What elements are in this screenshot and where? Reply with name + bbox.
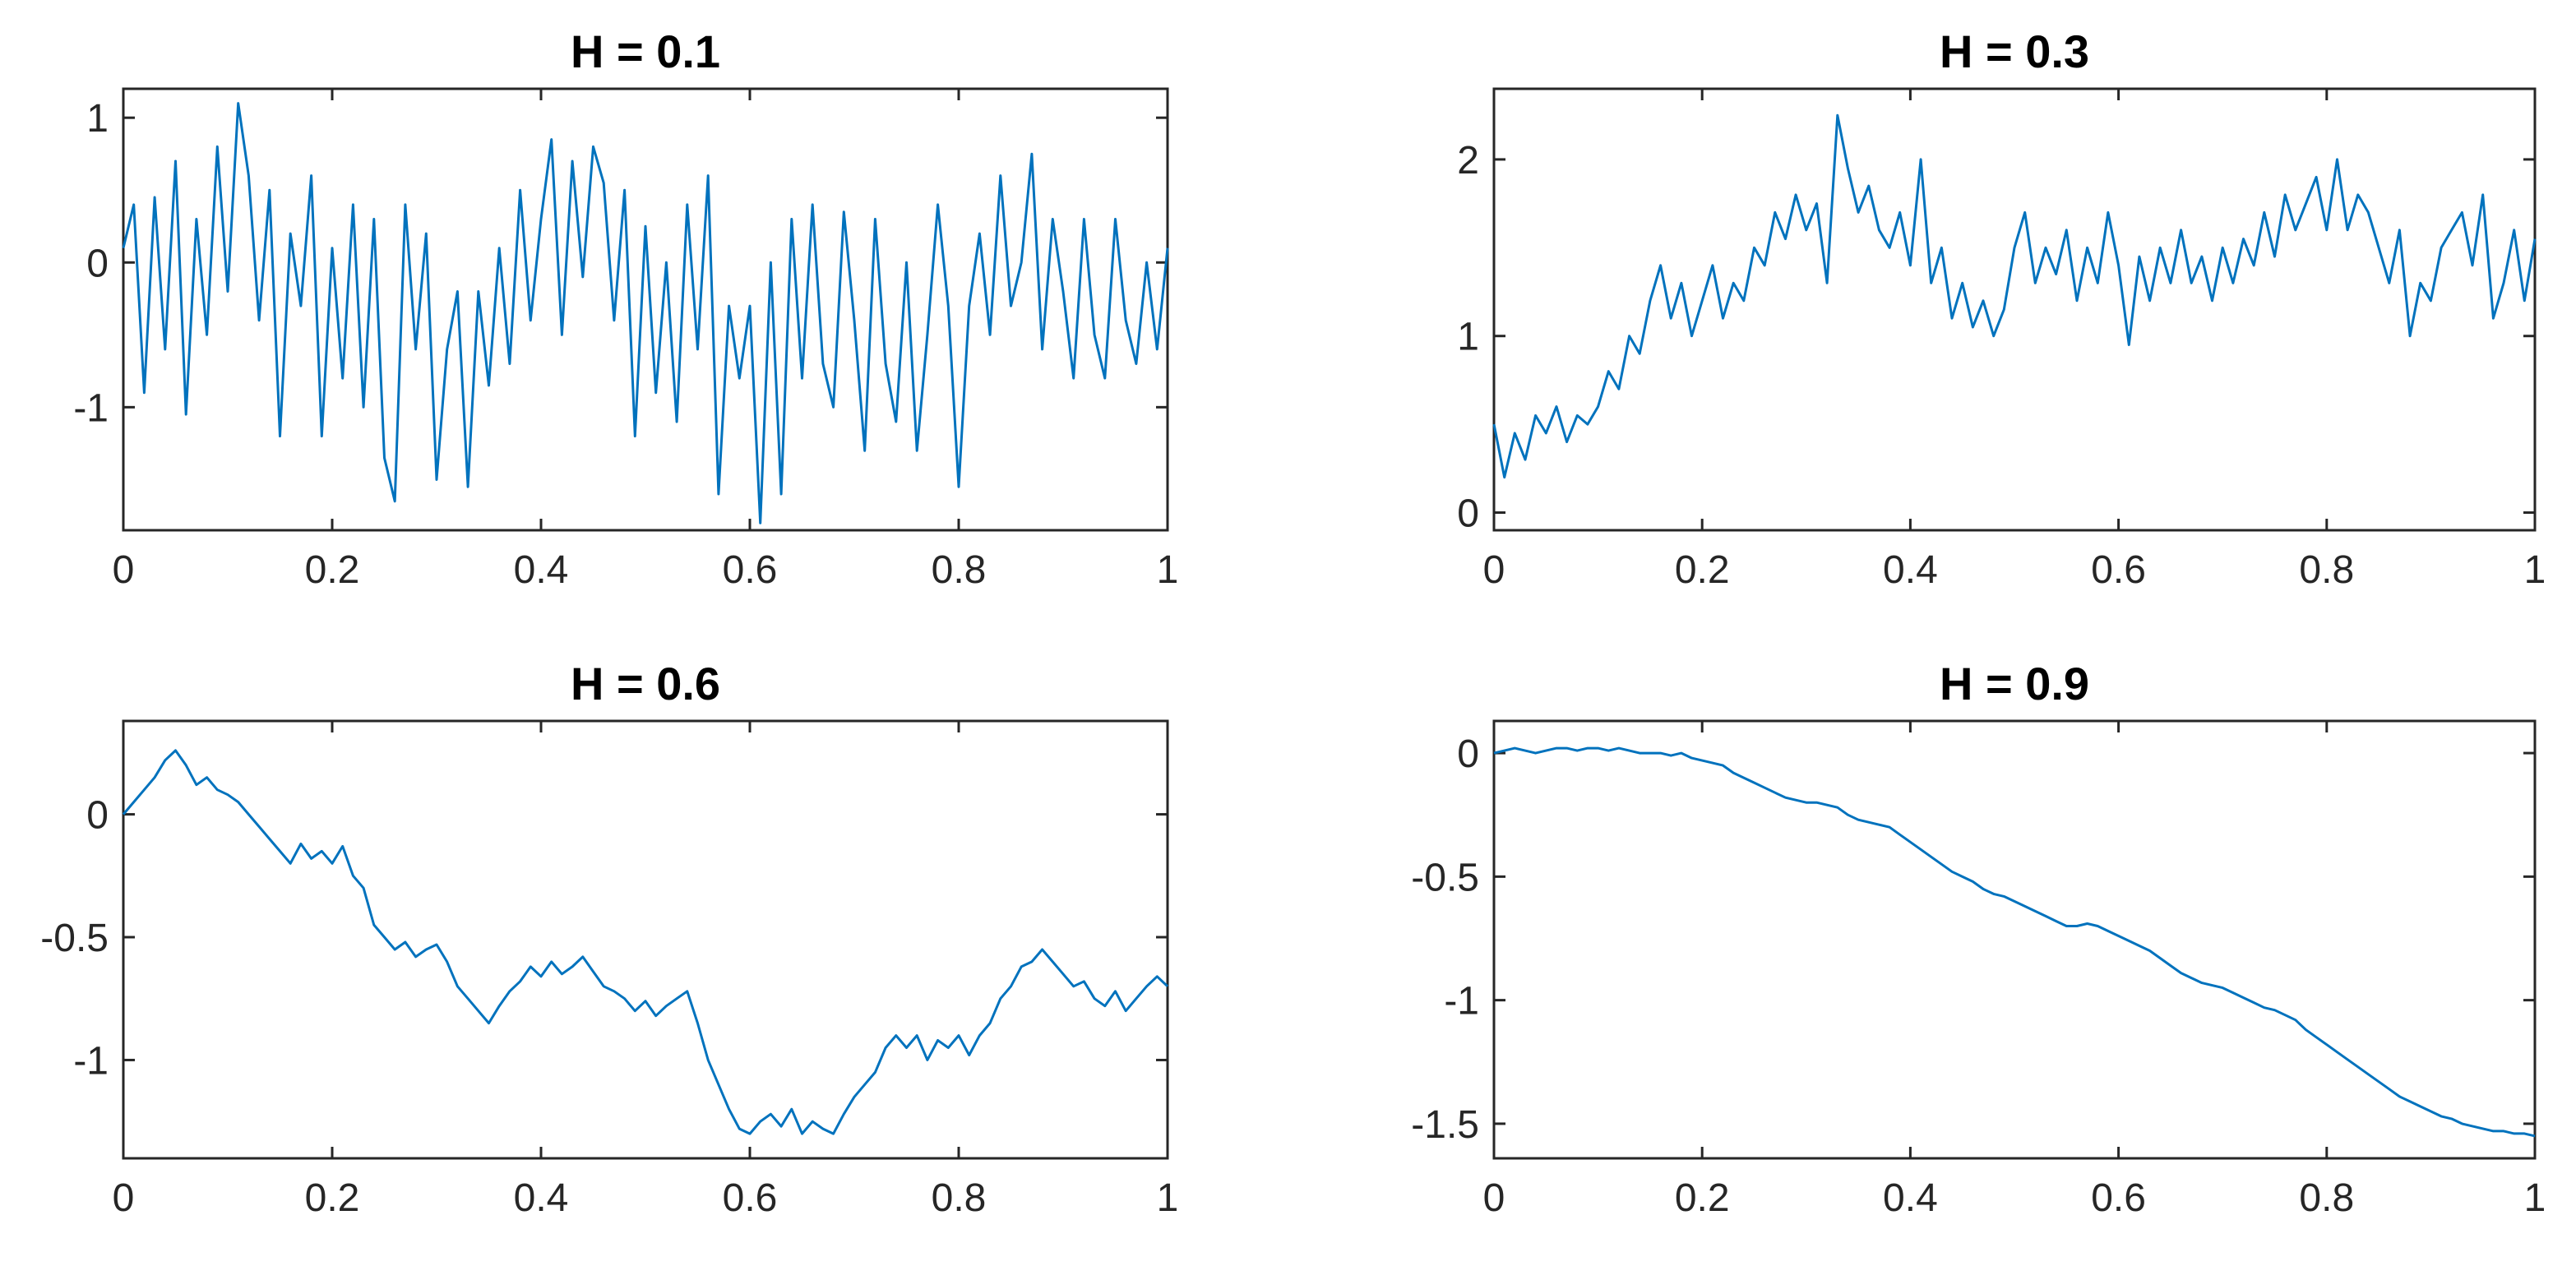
chart-title: H = 0.1: [571, 25, 720, 77]
y-tick-label: -1: [1444, 980, 1479, 1023]
y-tick-label: -0.5: [1411, 856, 1479, 899]
y-tick-label: 1: [1457, 316, 1479, 359]
axes-box: [1492, 719, 2537, 1160]
x-tick-label: 1: [2524, 548, 2546, 592]
series-line: [1492, 113, 2537, 479]
y-tick-label: -1: [73, 1039, 109, 1083]
axes-box: [122, 719, 1169, 1160]
x-tick-label: 0.4: [1883, 548, 1938, 592]
axes-box: [1492, 87, 2537, 532]
x-tick-label: 0.6: [723, 548, 778, 592]
x-tick-label: 0.2: [305, 1176, 360, 1220]
y-tick-label: -1: [73, 386, 109, 430]
x-tick-label: 0.6: [723, 1176, 778, 1220]
y-tick-label: -1.5: [1411, 1103, 1479, 1147]
x-tick-label: 0.8: [932, 548, 987, 592]
x-tick-label: 0: [1483, 1176, 1505, 1220]
x-tick-label: 0.2: [305, 548, 360, 592]
chart-title: H = 0.3: [1940, 25, 2089, 77]
x-tick-label: 0: [113, 548, 135, 592]
y-tick-label: 0: [1457, 732, 1479, 776]
x-tick-label: 0.6: [2091, 548, 2146, 592]
x-tick-label: 0.6: [2091, 1176, 2146, 1220]
x-tick-label: 0: [113, 1176, 135, 1220]
series-line: [122, 102, 1169, 524]
y-tick-label: 0: [86, 794, 109, 838]
subplot-h-0-3: H = 0.3 0 0.2 0.4 0.6 0.8 1 0 1 2: [1457, 25, 2546, 592]
chart-title: H = 0.9: [1940, 658, 2089, 709]
series-line: [122, 749, 1169, 1135]
axes-box: [122, 87, 1169, 532]
chart-title: H = 0.6: [571, 658, 720, 709]
x-tick-label: 0: [1483, 548, 1505, 592]
x-tick-label: 0.8: [2299, 1176, 2354, 1220]
x-tick-label: 0.2: [1675, 1176, 1730, 1220]
y-tick-label: 0: [86, 242, 109, 285]
x-tick-label: 0.4: [1883, 1176, 1938, 1220]
y-tick-label: 1: [86, 97, 109, 141]
series-line: [1493, 746, 2536, 1138]
x-tick-label: 0.4: [514, 548, 569, 592]
y-tick-label: 0: [1457, 492, 1479, 536]
x-tick-label: 1: [2524, 1176, 2546, 1220]
subplot-h-0-1: H = 0.1 0 0.2 0.4 0.6 0.8 1 -1 0 1: [73, 25, 1178, 592]
x-tick-label: 0.2: [1675, 548, 1730, 592]
subplot-h-0-6: H = 0.6 0 0.2 0.4 0.6 0.8 1 -1 -0.5 0: [40, 658, 1178, 1220]
x-tick-label: 1: [1157, 1176, 1179, 1220]
x-tick-label: 0.8: [932, 1176, 987, 1220]
x-tick-label: 1: [1157, 548, 1179, 592]
y-tick-label: -0.5: [40, 917, 109, 960]
x-tick-label: 0.8: [2299, 548, 2354, 592]
y-tick-label: 2: [1457, 139, 1479, 183]
x-tick-label: 0.4: [514, 1176, 569, 1220]
subplot-h-0-9: H = 0.9 0 0.2 0.4 0.6 0.8 1 -1.5 -1 -0.5 0: [1411, 658, 2546, 1220]
